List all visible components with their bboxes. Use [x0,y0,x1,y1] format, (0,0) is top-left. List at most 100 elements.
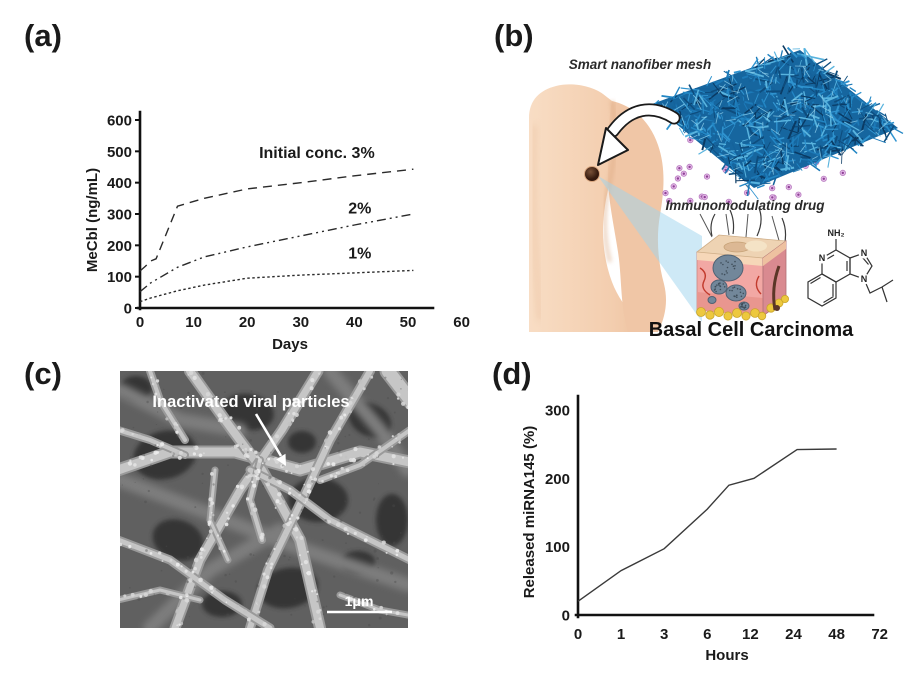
mesh-fiber-highlight [862,115,869,121]
sem-grain [262,579,265,582]
mesh-fiber [807,76,816,85]
mesh-fiber [770,129,783,144]
sem-speckle [147,489,150,493]
d-x-tick-label: 48 [828,626,845,643]
mesh-fiber [713,108,716,119]
sem-grain [362,463,366,467]
sem-speckle [322,606,325,609]
sem-grain [310,467,316,472]
tumor-dot [734,260,736,263]
sem-speckle [304,605,306,607]
sem-speckle [186,556,190,559]
mesh-fiber-highlight [784,160,792,168]
sem-grain [225,511,229,515]
sem-speckle [179,406,183,410]
sem-grain [273,457,278,462]
tumor-dot [723,286,726,288]
mesh-fiber [830,80,838,99]
sem-grain [317,372,321,375]
mesh-fiber [733,113,745,120]
sem-grain [268,561,271,564]
mesh-fiber-highlight [857,101,863,115]
sem-speckle [373,549,377,553]
sem-grain [221,596,225,599]
sem-grain [218,546,223,551]
mesh-fiber [729,119,736,126]
mesh-fiber [709,99,716,105]
sem-grain [191,570,195,574]
sem-speckle [392,541,396,545]
sem-speckle [250,390,253,393]
sem-grain [353,447,358,452]
mesh-fiber [770,65,777,74]
skin-cross-section [695,207,790,321]
mesh-fiber-highlight [805,78,809,83]
mesh-fiber [726,101,740,112]
sem-grain [246,617,251,622]
mesh-fiber [710,146,725,161]
mesh-fiber [698,94,708,108]
mesh-fiber-highlight [727,95,738,103]
sem-grain [385,613,388,616]
mesh-fiber-highlight [800,145,806,153]
sem-grain [339,453,343,457]
mesh-fiber [677,102,683,115]
sem-grain [256,473,259,476]
sem-grain [346,529,349,532]
mesh-fiber-highlight [808,108,816,117]
tumor-dot [736,296,738,299]
sem-grain [184,598,189,602]
mesh-fiber [838,112,852,123]
sem-grain [311,590,314,593]
mesh-fiber-highlight [749,108,754,114]
sem-speckle [201,472,204,476]
tumor-dot [715,290,717,293]
mesh-fiber [883,125,895,143]
sem-grain [254,450,258,454]
sem-grain [265,575,270,580]
sem-grain [348,597,353,602]
sem-speckle [143,454,146,456]
d-x-axis-title: Hours [705,647,748,664]
mesh-fiber [834,103,841,115]
panel-a-label: (a) [24,18,62,53]
sem-grain [292,397,297,402]
mesh-fiber [754,159,765,173]
sem-grain [255,455,259,459]
sem-grain [169,559,173,562]
sem-grain [299,464,302,467]
sem-grain [310,378,315,383]
sem-speckle [178,398,181,402]
mesh-fiber [837,137,848,156]
drug-dot-core [688,165,691,169]
sem-grain [262,622,267,627]
mesh-fiber [851,110,863,114]
sem-grain [345,468,350,473]
sem-grain [177,455,182,460]
mesh-fiber [686,110,693,126]
mesh-fiber [755,150,767,158]
sem-speckle [376,579,379,582]
sem-grain [340,466,344,471]
sem-speckle [362,424,365,428]
d-x-tick-label: 6 [703,626,711,643]
sem-grain [216,534,220,537]
sem-grain [158,551,162,555]
sem-pore [152,519,204,561]
sem-grain [157,402,162,406]
mesh-fiber [816,68,822,75]
mesh-fiber-highlight [775,147,783,158]
mesh-fiber [846,107,853,120]
sem-grain [224,417,227,420]
sem-grain [193,566,197,571]
mesh-fiber [723,119,740,130]
tumor-dot [719,288,722,291]
mesh-fiber [803,91,808,106]
mesh-fiber [827,77,830,91]
sem-speckle [235,394,239,398]
mesh-fiber [714,131,718,142]
sem-grain [240,486,244,490]
sem-speckle [367,438,370,441]
a-y-tick-label: 200 [107,238,132,255]
sem-grain [206,537,208,540]
